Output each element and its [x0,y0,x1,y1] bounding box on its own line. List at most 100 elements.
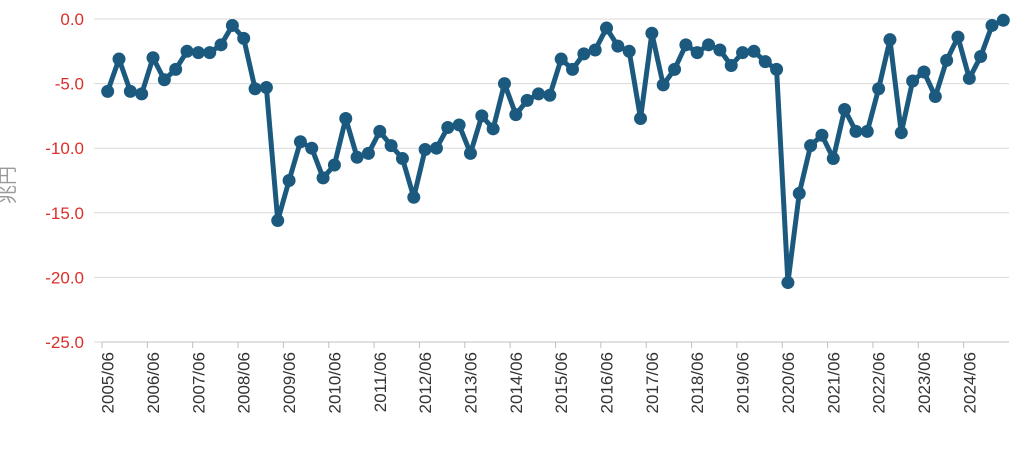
point [509,108,523,122]
point [815,128,829,142]
point [203,46,217,60]
point [520,93,534,107]
x-tick-label: 2019/06 [734,352,753,413]
point [463,146,477,160]
x-tick-label: 2012/06 [416,352,435,413]
point [486,122,500,136]
point [724,59,738,73]
point [248,82,262,96]
point [600,21,614,35]
point [214,38,228,52]
point [668,62,682,76]
point [962,71,976,85]
point [395,152,409,166]
x-tick-label: 2015/06 [552,352,571,413]
y-tick-label: 0.0 [60,10,84,29]
point [781,276,795,290]
point [577,47,591,61]
point [747,44,761,58]
point [872,82,886,96]
point [656,78,670,92]
point [259,80,273,94]
y-tick-label: -20.0 [45,268,84,287]
point [418,142,432,156]
point [611,39,625,53]
point [112,52,126,66]
x-tick-label: 2016/06 [598,352,617,413]
point [826,152,840,166]
point [305,141,319,155]
x-tick-label: 2010/06 [325,352,344,413]
point [883,33,897,47]
point [237,31,251,45]
point [475,109,489,123]
point [736,46,750,60]
point [135,87,149,101]
point [169,62,183,76]
x-tick-label: 2005/06 [99,352,118,413]
point [407,190,421,204]
x-tick-label: 2023/06 [915,352,934,413]
point [327,158,341,172]
point [838,102,852,116]
point [452,118,466,132]
point [996,13,1010,27]
point [225,18,239,32]
y-axis-label: 兆円 [0,166,19,204]
point [622,44,636,58]
point [101,84,115,98]
point [566,62,580,76]
x-tick-label: 2022/06 [870,352,889,413]
point [713,43,727,57]
point [373,124,387,138]
point [917,65,931,79]
point [191,46,205,60]
point [123,84,137,98]
point [543,88,557,102]
point [634,111,648,125]
point [690,46,704,60]
point [180,44,194,58]
point [350,150,364,164]
point [316,171,330,185]
point [293,135,307,149]
point [906,74,920,88]
y-tick-label: -15.0 [45,204,84,223]
point [702,38,716,52]
x-tick-label: 2021/06 [824,352,843,413]
point [361,146,375,160]
point [985,18,999,32]
x-tick-label: 2018/06 [688,352,707,413]
x-tick-label: 2014/06 [507,352,526,413]
point [792,186,806,200]
point [951,30,965,44]
point [531,87,545,101]
y-tick-label: -10.0 [45,139,84,158]
point [339,111,353,125]
point [758,55,772,69]
point [146,51,160,65]
point [849,124,863,138]
point [384,139,398,153]
y-tick-label: -5.0 [55,75,84,94]
point [894,126,908,140]
x-tick-label: 2006/06 [144,352,163,413]
point [804,139,818,153]
x-tick-label: 2024/06 [960,352,979,413]
point [860,124,874,138]
point [271,214,285,228]
point [554,52,568,66]
x-tick-label: 2011/06 [371,352,390,412]
point [770,62,784,76]
point [441,121,455,135]
point [679,38,693,52]
point [157,73,171,87]
x-tick-label: 2020/06 [779,352,798,413]
point [974,49,988,63]
point [429,141,443,155]
point [645,26,659,40]
x-tick-label: 2008/06 [235,352,254,413]
x-tick-label: 2009/06 [280,352,299,413]
y-tick-label: -25.0 [45,333,84,352]
